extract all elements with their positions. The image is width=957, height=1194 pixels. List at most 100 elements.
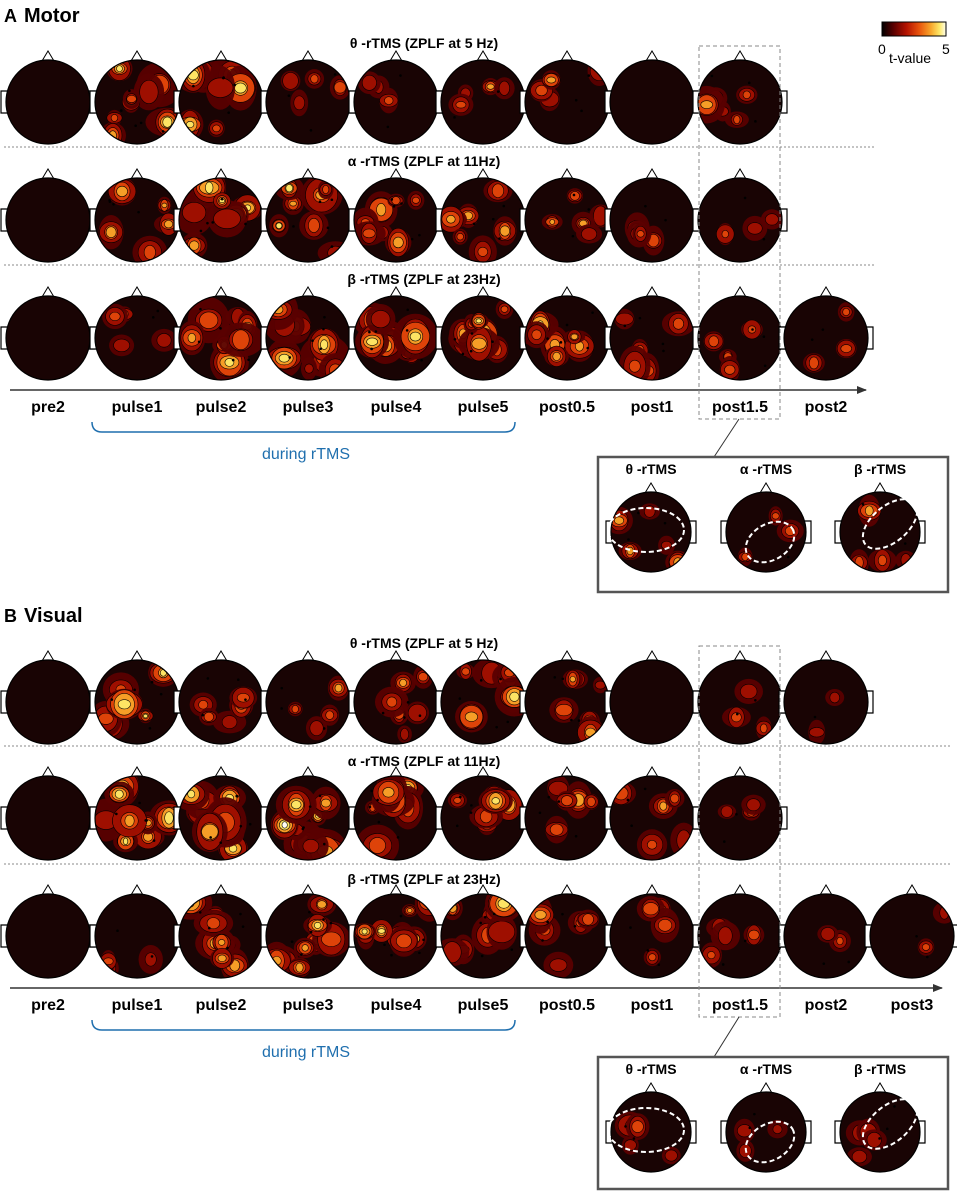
left-ear [519, 806, 526, 830]
nose [645, 766, 659, 778]
scalp-outline [839, 491, 921, 573]
nose [389, 50, 403, 62]
nose [560, 884, 574, 896]
nose [130, 884, 144, 896]
head-map [864, 884, 957, 979]
head-map [0, 766, 96, 861]
left-ear [692, 690, 699, 714]
left-ear [604, 326, 611, 350]
inset-label: α -rTMS [740, 1061, 792, 1077]
scalp-outline [725, 1091, 807, 1173]
nose [645, 168, 659, 180]
time-label: pulse4 [371, 997, 422, 1014]
nose [644, 1082, 658, 1094]
highlight-box-post1.5 [698, 645, 781, 1018]
head-map [0, 168, 96, 263]
colorbar-max-label: 5 [942, 41, 950, 57]
head-map [604, 766, 700, 861]
during-rtms-label: during rTMS [262, 1044, 350, 1061]
scalp [870, 894, 954, 978]
nose [476, 766, 490, 778]
activation [441, 179, 517, 262]
nose [214, 50, 228, 62]
left-ear [519, 208, 526, 232]
row-title-theta: θ -rTMS (ZPLF at 5 Hz) [350, 35, 498, 51]
nose [733, 286, 747, 298]
nose [560, 50, 574, 62]
right-ear [867, 326, 874, 350]
time-label: pulse5 [458, 997, 509, 1014]
left-ear [173, 326, 180, 350]
head-map [604, 650, 700, 745]
nose [733, 50, 747, 62]
scalp [6, 178, 90, 262]
nose [645, 650, 659, 662]
activation [95, 660, 179, 741]
head-map [834, 482, 926, 573]
nose [389, 650, 403, 662]
left-ear [173, 924, 180, 948]
left-ear [692, 326, 699, 350]
left-ear [0, 806, 7, 830]
left-ear [604, 208, 611, 232]
nose [759, 1082, 773, 1094]
head-map [260, 766, 356, 861]
head-map [0, 650, 96, 745]
inset-label: θ -rTMS [625, 1061, 676, 1077]
head-map [604, 884, 700, 979]
time-label: pulse2 [196, 997, 247, 1014]
left-ear [348, 208, 355, 232]
time-label: pulse2 [196, 399, 247, 416]
left-ear [260, 208, 267, 232]
left-ear [173, 90, 180, 114]
left-ear [692, 90, 699, 114]
time-label: post1 [631, 997, 674, 1014]
left-ear [348, 90, 355, 114]
time-labels: pre2 pulse1 pulse2 pulse3 pulse4 pulse5 post0.… [31, 399, 847, 416]
activation [629, 896, 680, 967]
head-map [173, 50, 269, 145]
nose [560, 766, 574, 778]
head-map [605, 482, 697, 573]
right-ear [781, 208, 788, 232]
panel-a-letter: A [4, 6, 17, 26]
left-ear [89, 208, 96, 232]
activation [614, 1109, 681, 1165]
row-title-theta: θ -rTMS (ZPLF at 5 Hz) [350, 635, 498, 651]
scalp-outline [783, 659, 869, 745]
highlight-box-post1.5 [698, 45, 781, 420]
during-rtms-label: during rTMS [262, 446, 350, 463]
head-map [89, 286, 185, 381]
activation [280, 675, 350, 741]
head-maps [0, 50, 874, 381]
scalp-outline [697, 177, 783, 263]
head-map [604, 50, 700, 145]
nose [733, 650, 747, 662]
panel-b-visual: B Visual θ -rTMS (ZPLF at 5 Hz) α -rTMS … [0, 605, 957, 1191]
left-ear [720, 1120, 727, 1144]
roi-ellipse [861, 1098, 919, 1150]
head-map [348, 168, 444, 263]
head-maps [0, 650, 957, 979]
row-title-alpha: α -rTMS (ZPLF at 11Hz) [348, 753, 501, 769]
left-ear [720, 520, 727, 544]
head-map [260, 168, 356, 263]
head-map [519, 884, 615, 979]
inset-label: β -rTMS [854, 1061, 906, 1077]
left-ear [0, 924, 7, 948]
right-ear [919, 520, 926, 544]
nose [645, 286, 659, 298]
time-label: post0.5 [539, 997, 595, 1014]
inset-label: θ -rTMS [625, 461, 676, 477]
time-labels: pre2 pulse1 pulse2 pulse3 pulse4 pulse5 post0.… [31, 997, 933, 1014]
left-ear [604, 90, 611, 114]
scalp [6, 894, 90, 978]
time-label: post3 [891, 997, 934, 1014]
time-label: post1.5 [712, 399, 768, 416]
head-map [435, 286, 531, 381]
scalp-outline [783, 295, 869, 381]
nose [560, 650, 574, 662]
nose [301, 286, 315, 298]
left-ear [348, 690, 355, 714]
activation [845, 1105, 896, 1167]
